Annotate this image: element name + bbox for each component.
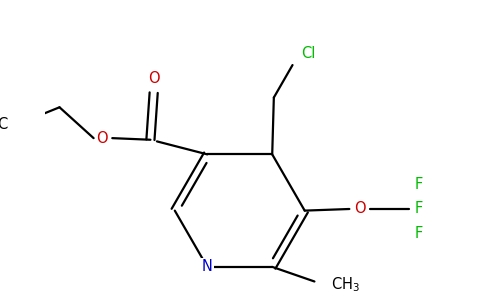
Text: N: N [202,260,212,274]
Text: O: O [148,71,160,86]
Text: O: O [96,130,107,146]
Text: F: F [415,177,424,192]
Text: F: F [415,202,424,217]
Text: F: F [415,226,424,241]
Text: H$_3$C: H$_3$C [0,116,8,134]
Text: CH$_3$: CH$_3$ [331,275,360,294]
Text: O: O [354,202,366,217]
Text: Cl: Cl [301,46,315,61]
